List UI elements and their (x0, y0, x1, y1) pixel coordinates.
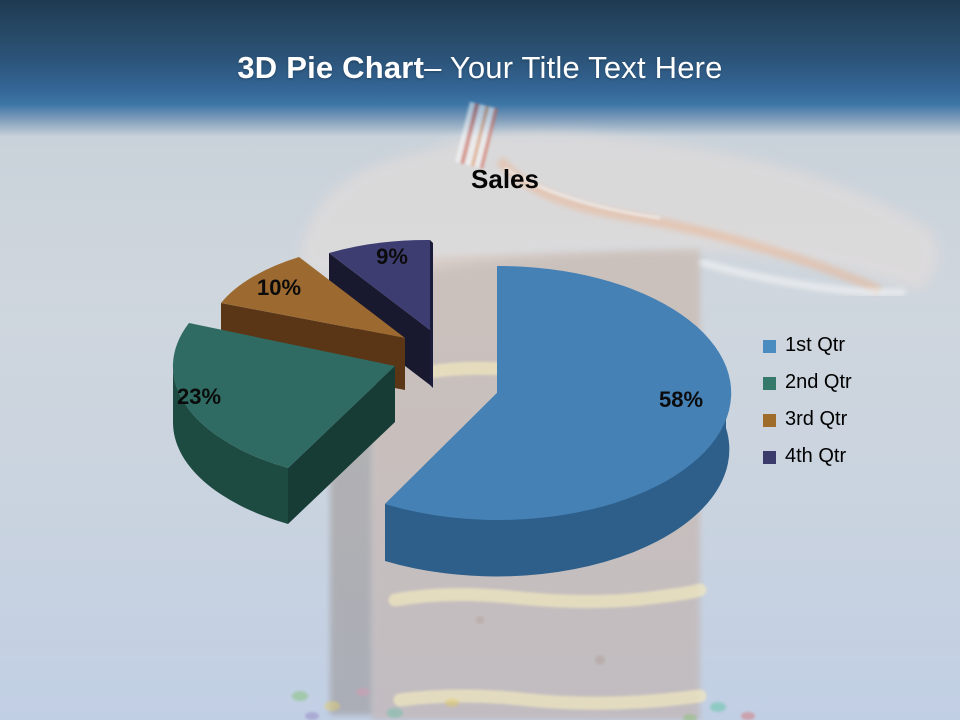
slide-header: 3D Pie Chart– Your Title Text Here (0, 0, 960, 135)
legend-item-2nd-qtr[interactable]: 2nd Qtr (763, 371, 852, 394)
pie-label-1st-qtr: 58% (659, 387, 703, 412)
legend-item-3rd-qtr[interactable]: 3rd Qtr (763, 408, 852, 431)
slide-title[interactable]: 3D Pie Chart– Your Title Text Here (0, 0, 960, 86)
pie-label-3rd-qtr: 10% (257, 275, 301, 300)
legend-item-1st-qtr[interactable]: 1st Qtr (763, 334, 852, 357)
slide-title-bold: 3D Pie Chart (237, 50, 425, 85)
legend-label-1st-qtr: 1st Qtr (785, 334, 846, 356)
pie-slice-1st-qtr[interactable]: 58% (385, 265, 732, 577)
legend-label-2nd-qtr: 2nd Qtr (785, 371, 852, 393)
pie-label-2nd-qtr: 23% (177, 384, 221, 409)
legend-swatch-4th-qtr (763, 450, 776, 464)
frosting-dome (300, 132, 938, 296)
legend-item-4th-qtr[interactable]: 4th Qtr (763, 445, 852, 468)
slice-2nd-qtr-cut-face (288, 366, 395, 524)
slice-3rd-qtr-top-face (221, 257, 405, 338)
pie-slice-2nd-qtr[interactable]: 23% (172, 323, 395, 524)
slice-2nd-qtr-rim (172, 366, 288, 524)
slide-title-rest: – Your Title Text Here (424, 50, 723, 85)
legend-swatch-3rd-qtr (763, 413, 776, 427)
slice-4th-qtr-edge (430, 240, 433, 388)
confetti-sprinkles (292, 688, 755, 720)
slice-1st-qtr-rim (385, 371, 730, 577)
legend-label-4th-qtr: 4th Qtr (785, 445, 847, 467)
striped-utensil (454, 101, 499, 169)
chart-legend: 1st Qtr 2nd Qtr 3rd Qtr 4th Qtr (763, 334, 852, 468)
legend-label-3rd-qtr: 3rd Qtr (785, 408, 848, 430)
slice-2nd-qtr-top-face (172, 323, 395, 468)
pie-label-4th-qtr: 9% (376, 244, 408, 269)
legend-swatch-1st-qtr (763, 339, 776, 353)
chart-title[interactable]: Sales (471, 164, 539, 194)
slice-1st-qtr-top-face (385, 265, 732, 520)
slice-4th-qtr-top-face (329, 239, 430, 330)
legend-swatch-2nd-qtr (763, 376, 776, 390)
